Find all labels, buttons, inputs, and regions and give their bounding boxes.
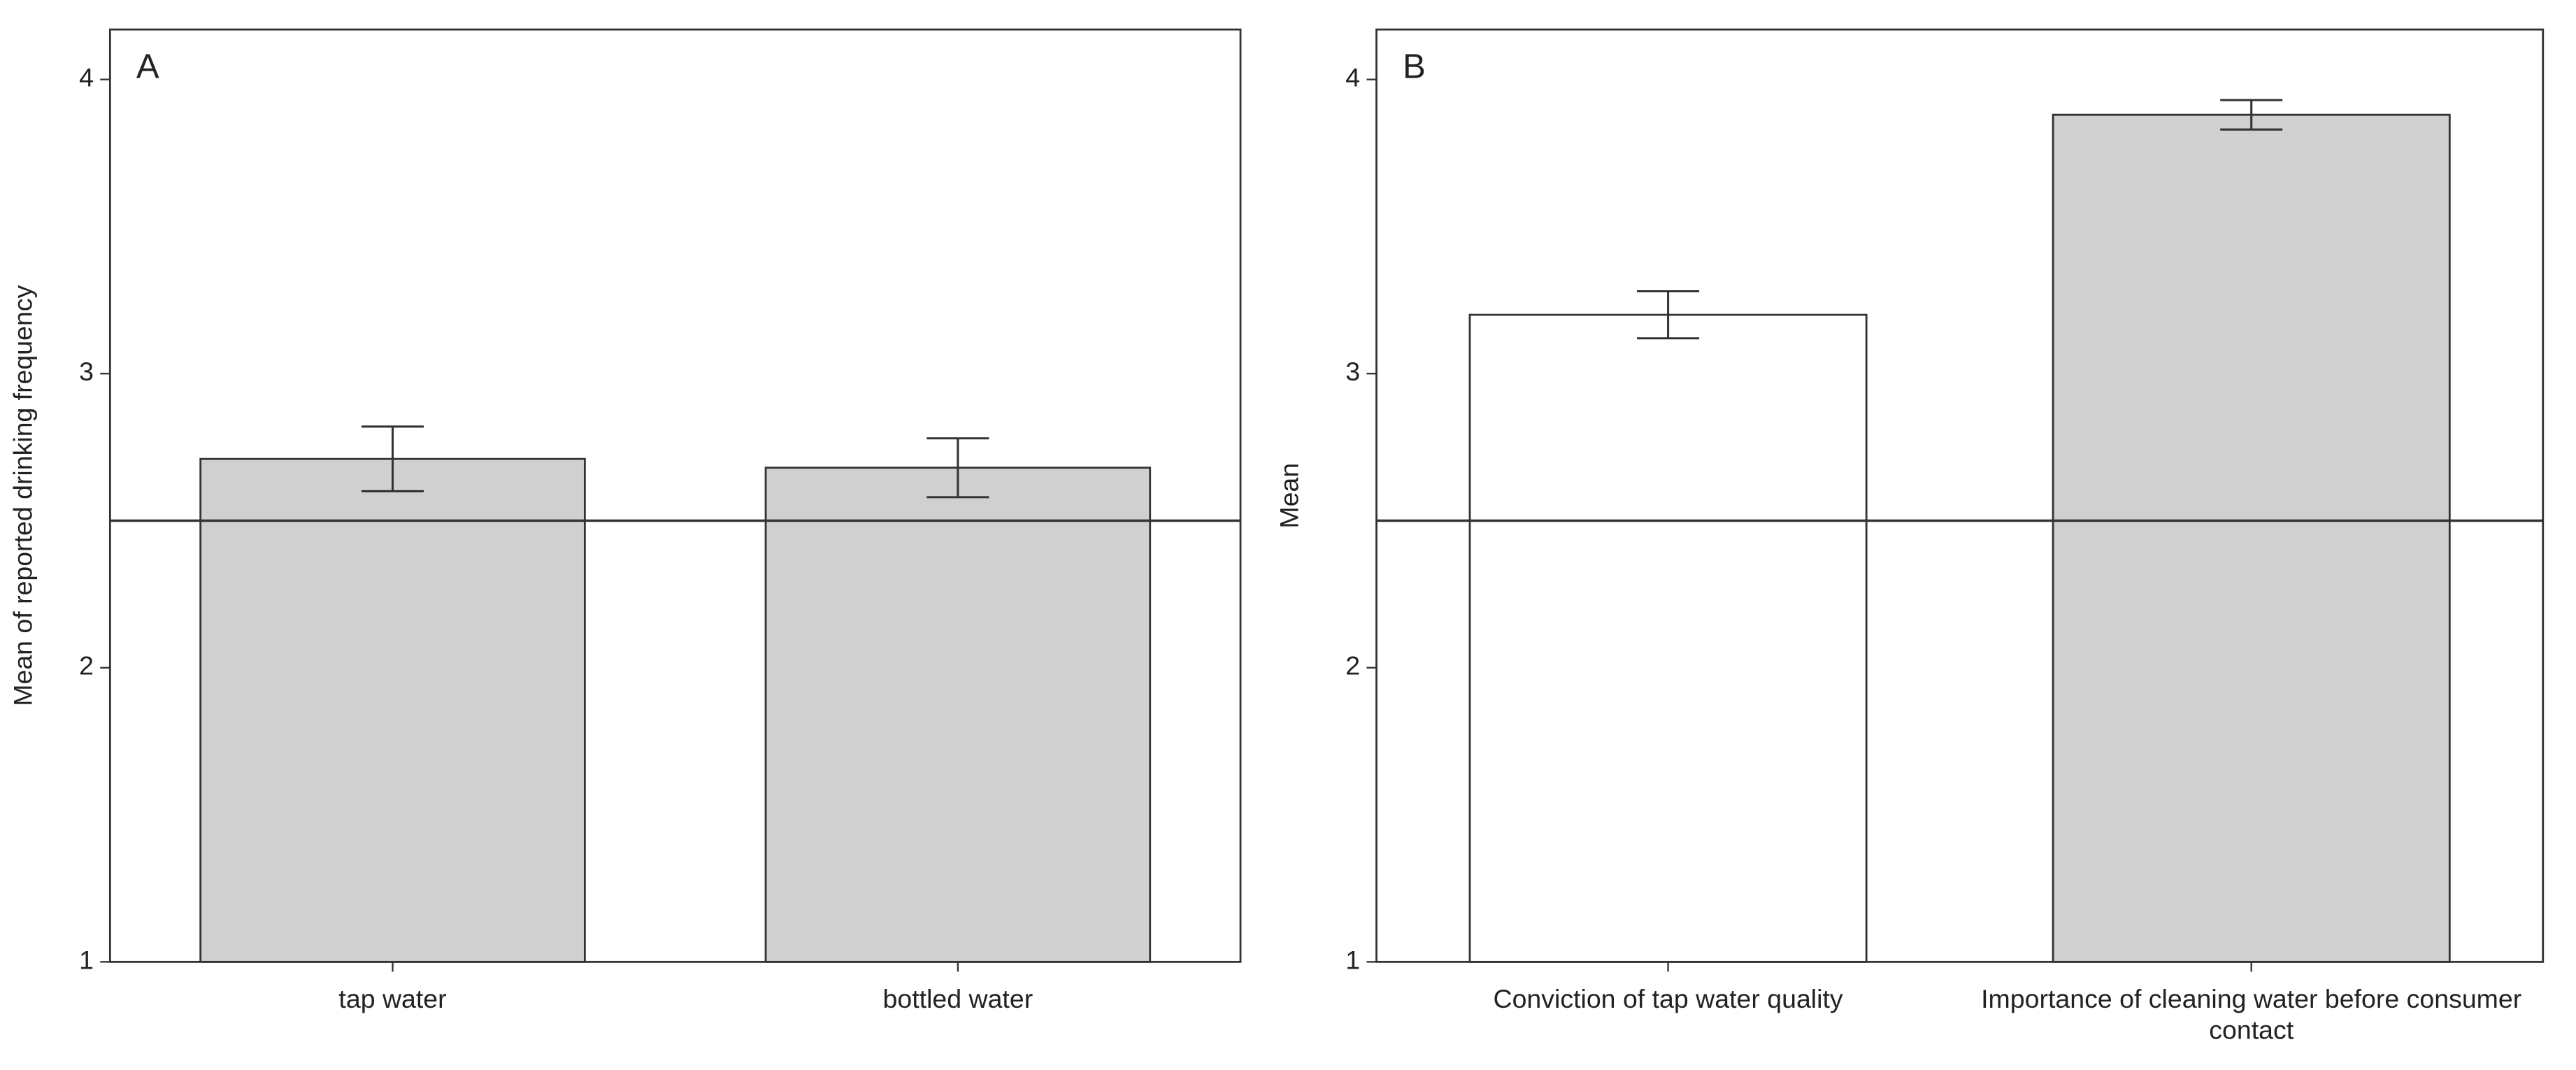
- y-tick-label: 4: [79, 63, 94, 92]
- bar: [764, 466, 1152, 963]
- y-tick-label: 4: [1345, 63, 1360, 92]
- x-tick-label-box: bottled water: [882, 986, 1033, 1015]
- x-tick-label-box: tap water: [338, 986, 447, 1015]
- error-bar: [362, 425, 424, 492]
- y-axis-label: Mean: [1275, 463, 1304, 529]
- y-axis-label: Mean of reported drinking frequency: [8, 285, 37, 706]
- x-tick-label-box: Importance of cleaning water before cons…: [1981, 986, 2522, 1046]
- y-tick-label: 1: [79, 945, 94, 974]
- x-tick-label: tap water: [338, 986, 447, 1015]
- x-tick-label: Conviction of tap water quality: [1493, 986, 1843, 1015]
- y-tick-label: 3: [79, 357, 94, 386]
- panel-label: B: [1403, 47, 1426, 85]
- x-tick-label: bottled water: [882, 986, 1033, 1015]
- error-bar: [1637, 290, 1700, 340]
- y-tick-label: 2: [1345, 651, 1360, 680]
- bar: [2052, 113, 2451, 963]
- error-bar: [926, 437, 989, 499]
- y-tick-label: 3: [1345, 357, 1360, 386]
- bar: [199, 457, 586, 963]
- error-bar: [2220, 99, 2283, 131]
- x-tick-label: Importance of cleaning water before cons…: [1981, 986, 2522, 1046]
- y-tick-label: 1: [1345, 945, 1360, 974]
- panel-label: A: [136, 47, 159, 85]
- y-tick-label: 2: [79, 651, 94, 680]
- bar: [1468, 313, 1868, 963]
- x-tick-label-box: Conviction of tap water quality: [1493, 986, 1843, 1015]
